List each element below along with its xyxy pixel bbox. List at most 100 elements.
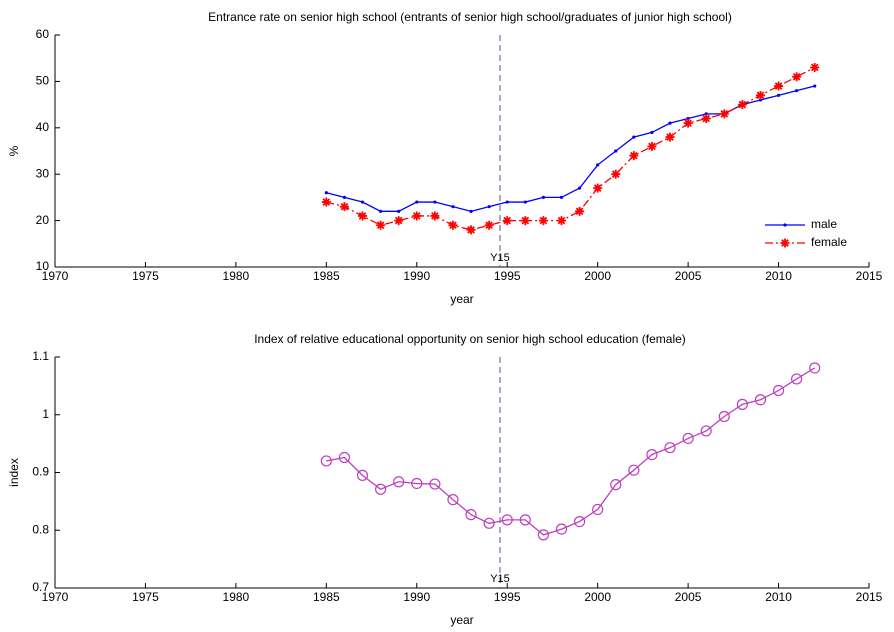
y-tick-label: 0.9 — [32, 465, 49, 479]
legend-label: female — [811, 235, 847, 249]
chart-title: Index of relative educational opportunit… — [254, 332, 686, 346]
y-tick-label: 1.1 — [32, 349, 49, 363]
point — [320, 455, 332, 467]
legend-marker — [783, 223, 787, 227]
x-tick-label: 1990 — [403, 590, 430, 604]
point — [379, 209, 383, 213]
point — [791, 373, 803, 385]
point — [555, 523, 568, 535]
point — [792, 72, 802, 82]
x-tick-label: 1975 — [132, 269, 159, 283]
point — [433, 200, 437, 204]
point — [484, 220, 494, 230]
point — [700, 425, 712, 437]
point — [411, 477, 423, 490]
point — [809, 362, 821, 374]
point — [447, 494, 459, 506]
point — [737, 100, 747, 110]
point — [469, 209, 473, 213]
x-axis-label: year — [450, 292, 473, 306]
y-tick-label: 30 — [36, 166, 50, 180]
x-tick-label: 2000 — [584, 590, 611, 604]
x-tick-label: 2010 — [765, 269, 792, 283]
point — [523, 200, 527, 204]
reference-label: Y15 — [490, 573, 510, 585]
x-tick-label: 1990 — [403, 269, 430, 283]
y-tick-label: 1 — [42, 407, 49, 421]
x-tick-label: 1975 — [132, 590, 159, 604]
point — [632, 135, 636, 139]
point — [611, 169, 621, 179]
point — [466, 225, 476, 235]
point — [772, 384, 785, 397]
point — [776, 93, 781, 97]
point — [754, 394, 767, 406]
point — [736, 398, 748, 410]
point — [375, 483, 387, 495]
x-tick-label: 1985 — [313, 590, 340, 604]
point — [592, 503, 604, 516]
x-axis-label: year — [450, 613, 473, 627]
x-tick-label: 1970 — [42, 269, 69, 283]
point — [573, 515, 586, 528]
point — [795, 89, 799, 93]
point — [813, 84, 817, 88]
point — [342, 195, 347, 199]
series-line — [326, 367, 816, 536]
x-tick-label: 1980 — [223, 590, 250, 604]
x-tick-label: 2005 — [675, 590, 702, 604]
point — [376, 220, 386, 230]
point — [501, 514, 513, 526]
point — [718, 410, 730, 423]
point — [412, 211, 422, 221]
point — [682, 432, 694, 445]
x-tick-label: 2000 — [584, 269, 611, 283]
point — [519, 514, 531, 526]
point — [338, 451, 351, 464]
point — [755, 90, 765, 100]
point — [356, 469, 369, 481]
point — [559, 195, 564, 199]
y-tick-label: 0.8 — [32, 522, 49, 536]
point — [596, 163, 600, 167]
x-tick-label: 1985 — [313, 269, 340, 283]
chart-title: Entrance rate on senior high school (ent… — [208, 10, 732, 24]
reference-label: Y15 — [490, 252, 510, 264]
point — [429, 478, 441, 490]
point — [719, 109, 729, 119]
point — [520, 216, 530, 226]
y-tick-label: 0.7 — [32, 580, 49, 594]
point — [321, 197, 331, 207]
point — [774, 81, 784, 91]
x-tick-label: 2005 — [675, 269, 702, 283]
point — [448, 220, 458, 230]
point — [614, 149, 618, 153]
point — [556, 216, 566, 226]
point — [502, 216, 512, 226]
point — [358, 211, 368, 221]
y-tick-label: 60 — [36, 27, 50, 41]
point — [575, 206, 585, 216]
point — [628, 464, 640, 476]
point — [647, 141, 657, 151]
legend-label: male — [811, 217, 837, 231]
point — [415, 200, 419, 204]
point — [668, 121, 672, 125]
point — [483, 517, 495, 529]
point — [665, 132, 675, 142]
point — [451, 205, 455, 209]
x-tick-label: 2015 — [856, 269, 883, 283]
y-axis-label: % — [7, 145, 21, 156]
point — [683, 118, 693, 128]
point — [537, 529, 550, 541]
y-axis-label: index — [7, 458, 21, 487]
point — [593, 183, 603, 193]
point — [664, 442, 676, 454]
point — [577, 186, 582, 190]
y-tick-label: 50 — [36, 74, 50, 88]
point — [465, 509, 477, 521]
point — [430, 211, 440, 221]
x-tick-label: 1995 — [494, 269, 521, 283]
subplot: Entrance rate on senior high school (ent… — [7, 10, 882, 306]
x-tick-label: 1970 — [42, 590, 69, 604]
